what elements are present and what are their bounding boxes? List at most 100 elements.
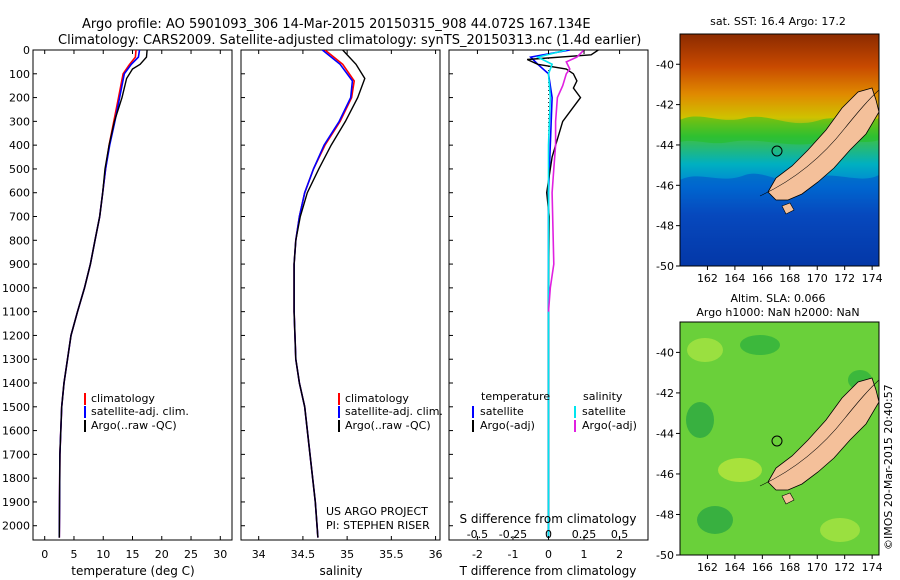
header-line-1: Argo profile: AO 5901093_306 14-Mar-2015… (82, 17, 591, 32)
x-tick-label: 25 (184, 548, 198, 561)
lat-tick-label: -48 (656, 508, 674, 521)
series-line-argo-raw-qc- (58, 50, 148, 538)
bathymetry-contour (759, 89, 879, 197)
series-line-satellite (535, 50, 567, 538)
x-tick-label: 34.5 (291, 548, 316, 561)
south-island-landmass (767, 87, 879, 201)
series-line-climatology (58, 50, 137, 538)
stewart-island (781, 202, 795, 215)
lat-tick-label: -40 (656, 58, 674, 71)
stewart-island (781, 492, 795, 505)
depth-tick-label: 1300 (2, 353, 30, 366)
depth-tick-label: 700 (9, 211, 30, 224)
temperature-plot-frame (32, 49, 233, 541)
sla-low-anomaly (686, 402, 714, 438)
series-line-argo-adj- (526, 50, 599, 538)
project-credit: US ARGO PROJECT (326, 505, 428, 518)
salinity-x-label: salinity (319, 564, 362, 578)
salinity-difference-ticks: -0.5 -0.25 0 0.25 0.5 (467, 528, 629, 541)
sla-map-title: Altim. SLA: 0.066 (730, 292, 825, 305)
depth-tick-label: 1600 (2, 425, 30, 438)
legend-label-t-argo: Argo(-adj) (480, 419, 535, 432)
lon-tick-label: 174 (862, 561, 883, 574)
depth-tick-label: 200 (9, 92, 30, 105)
sla-high-anomaly (820, 518, 860, 542)
depth-tick-label: 300 (9, 115, 30, 128)
series-line-argo-adj- (547, 50, 585, 312)
lat-tick-label: -40 (656, 346, 674, 359)
lat-tick-label: -42 (656, 99, 674, 112)
bathymetry-contour (759, 379, 879, 487)
salinity-series (293, 50, 366, 538)
x-tick-label: 34 (252, 548, 266, 561)
depth-tick-label: 400 (9, 139, 30, 152)
x-tick-label: 15 (126, 548, 140, 561)
depth-tick-label: 500 (9, 163, 30, 176)
x-tick-label: 10 (96, 548, 110, 561)
sla-high-anomaly (718, 458, 762, 482)
imos-timestamp: ©IMOS 20-Mar-2015 20:40:57 (882, 384, 895, 550)
lon-tick-label: 166 (752, 272, 773, 285)
depth-tick-label: 100 (9, 68, 30, 81)
lon-tick-label: 172 (834, 272, 855, 285)
legend-label-climatology: climatology (91, 392, 155, 405)
cold-water-region (680, 173, 879, 266)
sla-map-frame (679, 321, 880, 556)
s-diff-tick-label: -0.25 (499, 528, 527, 541)
depth-tick-label: 900 (9, 258, 30, 271)
header-line-2: Climatology: CARS2009. Satellite-adjuste… (58, 33, 641, 48)
legend-label-argo: Argo(..raw -QC) (91, 419, 177, 432)
temperature-series (58, 50, 148, 538)
lat-tick-label: -44 (656, 139, 674, 152)
difference-series (526, 50, 599, 540)
legend-label-climatology: climatology (345, 392, 409, 405)
depth-axis: 0 100 200 300 400 500 600 700 800 900 1000 1100 1200… (2, 44, 453, 533)
depth-tick-label: 1800 (2, 472, 30, 485)
s-diff-tick-label: -0.5 (467, 528, 488, 541)
lon-tick-label: 164 (724, 272, 745, 285)
sla-low-anomaly (740, 335, 780, 355)
depth-tick-label: 1700 (2, 448, 30, 461)
s-diff-tick-label: 0.25 (572, 528, 597, 541)
salinity-plot-frame (240, 49, 441, 541)
depth-tick-label: 1500 (2, 401, 30, 414)
lat-tick-label: -42 (656, 387, 674, 400)
x-tick-label: 35 (340, 548, 354, 561)
legend-header-temperature: temperature (481, 390, 550, 403)
temperature-x-label: temperature (deg C) (71, 564, 194, 578)
legend-header-salinity: salinity (583, 390, 623, 403)
series-line-satellite-adj-clim- (58, 50, 141, 538)
lon-tick-label: 170 (807, 561, 828, 574)
sst-map-frame (679, 33, 880, 267)
x-tick-label: 2 (616, 548, 623, 561)
x-tick-label: 20 (155, 548, 169, 561)
sla-low-anomaly (697, 506, 733, 534)
pi-credit: PI: STEPHEN RISER (326, 519, 430, 532)
legend-label-t-satellite: satellite (480, 405, 524, 418)
lon-tick-label: 162 (697, 272, 718, 285)
depth-tick-label: 1000 (2, 282, 30, 295)
lon-tick-label: 174 (862, 272, 883, 285)
x-tick-label: 0 (545, 548, 552, 561)
lat-tick-label: -46 (656, 468, 674, 481)
legend-label-argo: Argo(..raw -QC) (345, 419, 431, 432)
lat-tick-label: -48 (656, 220, 674, 233)
temperature-legend: climatology satellite-adj. clim. Argo(..… (84, 392, 189, 432)
lon-tick-label: 168 (779, 272, 800, 285)
lat-tick-label: -50 (656, 260, 674, 273)
series-line-climatology (293, 50, 356, 538)
depth-tick-label: 2000 (2, 520, 30, 533)
lon-tick-label: 166 (752, 561, 773, 574)
x-tick-label: -2 (472, 548, 483, 561)
x-tick-label: 30 (213, 548, 227, 561)
x-axes: 0 5 10 15 20 25 30 34 34.5 35 35.5 36 -2 -1 0 1 2 (41, 50, 623, 561)
depth-tick-label: 0 (23, 44, 30, 57)
series-line-argo-raw-qc- (293, 50, 366, 538)
x-tick-label: 5 (70, 548, 77, 561)
lon-tick-label: 162 (697, 561, 718, 574)
sla-high-anomaly (687, 338, 723, 362)
x-tick-label: 36 (429, 548, 443, 561)
x-tick-label: 0 (41, 548, 48, 561)
depth-tick-label: 800 (9, 234, 30, 247)
